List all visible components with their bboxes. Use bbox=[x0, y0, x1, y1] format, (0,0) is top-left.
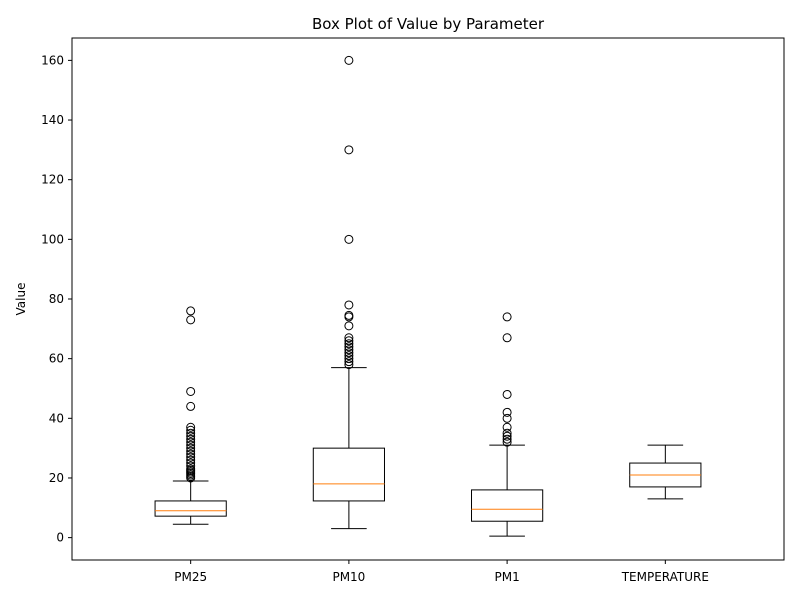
outlier-point bbox=[186, 449, 196, 459]
box-iqr bbox=[312, 447, 385, 502]
outlier-point bbox=[186, 315, 196, 325]
outlier-point bbox=[186, 437, 196, 447]
outlier-point bbox=[186, 452, 196, 462]
outlier-point bbox=[344, 336, 354, 346]
outlier-point bbox=[186, 422, 196, 432]
outlier-point bbox=[344, 345, 354, 355]
outlier-point bbox=[502, 312, 512, 322]
x-tick-label: PM25 bbox=[174, 570, 207, 584]
y-tick-label: 20 bbox=[49, 471, 64, 485]
y-tick-label: 80 bbox=[49, 292, 64, 306]
outlier-point bbox=[186, 401, 196, 411]
outlier-point bbox=[186, 431, 196, 441]
y-tick-label: 140 bbox=[41, 113, 64, 127]
outlier-point bbox=[186, 306, 196, 316]
outlier-point bbox=[502, 431, 512, 441]
outlier-point bbox=[186, 443, 196, 453]
y-tick-label: 0 bbox=[56, 531, 64, 545]
x-tick-label: PM1 bbox=[494, 570, 519, 584]
plot-frame bbox=[71, 37, 785, 561]
y-tick-label: 100 bbox=[41, 232, 64, 246]
outlier-point bbox=[502, 422, 512, 432]
outlier-point bbox=[344, 300, 354, 310]
outlier-point bbox=[502, 428, 512, 438]
outlier-point bbox=[344, 310, 354, 320]
y-tick-label: 60 bbox=[49, 352, 64, 366]
outlier-point bbox=[344, 354, 354, 364]
outlier-point bbox=[344, 351, 354, 361]
outlier-point bbox=[344, 348, 354, 358]
outlier-point bbox=[186, 455, 196, 465]
outlier-point bbox=[344, 145, 354, 155]
outlier-point bbox=[344, 234, 354, 244]
outlier-point bbox=[344, 357, 354, 367]
box-iqr bbox=[471, 489, 544, 522]
outlier-point bbox=[502, 407, 512, 417]
box-iqr bbox=[154, 500, 227, 517]
outlier-point bbox=[502, 389, 512, 399]
outlier-point bbox=[186, 440, 196, 450]
outlier-point bbox=[186, 434, 196, 444]
outlier-point bbox=[344, 55, 354, 65]
y-tick-label: 160 bbox=[41, 53, 64, 67]
x-tick-label: PM10 bbox=[332, 570, 365, 584]
outlier-point bbox=[186, 386, 196, 396]
chart-title: Box Plot of Value by Parameter bbox=[312, 15, 545, 33]
y-axis-label: Value bbox=[14, 283, 28, 316]
outlier-point bbox=[186, 425, 196, 435]
outlier-point bbox=[186, 458, 196, 468]
plot-area: 0 20 40 60 80 100 120 140 160 PM25 PM10 PM1 TEMPERAT… bbox=[41, 53, 709, 584]
y-tick-label: 40 bbox=[49, 411, 64, 425]
y-tick-label: 120 bbox=[41, 173, 64, 187]
outlier-point bbox=[186, 461, 196, 471]
outlier-point bbox=[344, 333, 354, 343]
outlier-point bbox=[344, 360, 354, 370]
outlier-point bbox=[502, 434, 512, 444]
outlier-point bbox=[344, 339, 354, 349]
outlier-point bbox=[344, 321, 354, 331]
outlier-point bbox=[502, 437, 512, 447]
outlier-point bbox=[344, 342, 354, 352]
outlier-point bbox=[502, 333, 512, 343]
outlier-point bbox=[502, 413, 512, 423]
outlier-point bbox=[186, 446, 196, 456]
outlier-point bbox=[186, 428, 196, 438]
outlier-point bbox=[186, 464, 196, 474]
x-tick-label: TEMPERATURE bbox=[621, 570, 709, 584]
